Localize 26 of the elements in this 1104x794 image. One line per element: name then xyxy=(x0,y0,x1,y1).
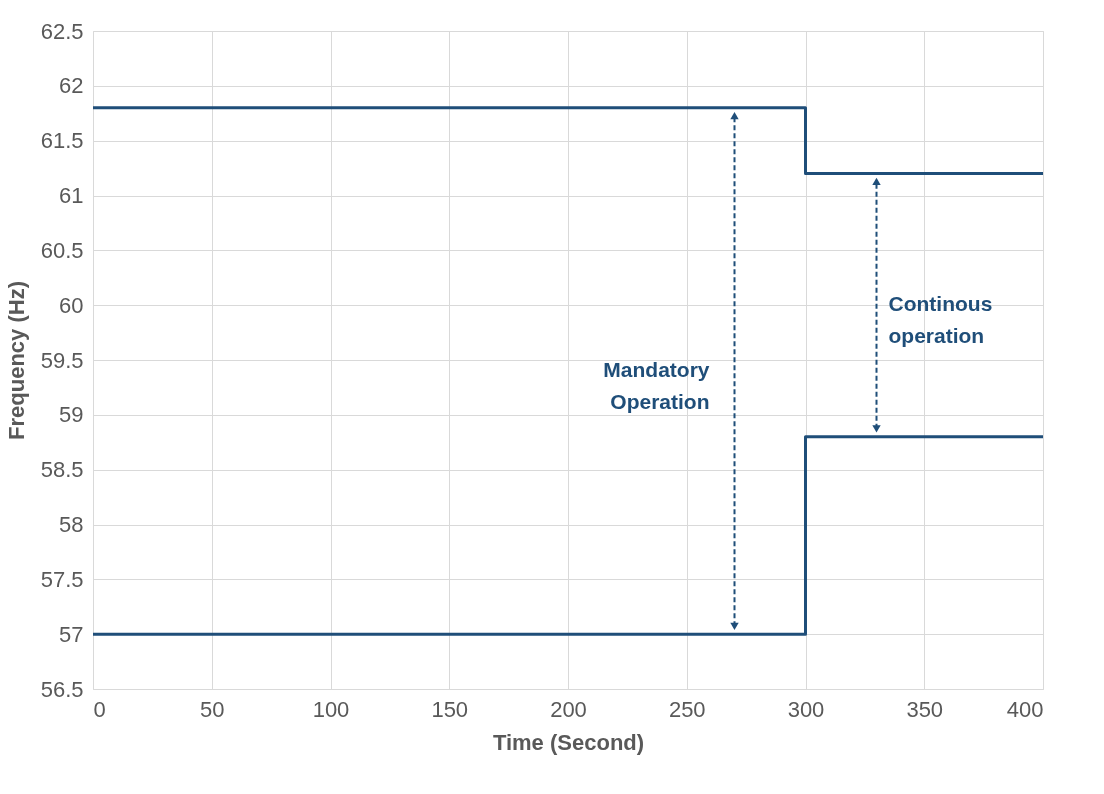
y-tick-label: 59.5 xyxy=(40,347,84,373)
y-tick-label: 57 xyxy=(59,621,84,647)
x-tick-label: 0 xyxy=(93,696,106,722)
y-tick-label: 61.5 xyxy=(40,128,84,154)
annotation: Mandatory Operation xyxy=(603,357,710,413)
x-tick-label: 300 xyxy=(787,696,825,722)
y-tick-label: 57.5 xyxy=(40,566,84,592)
x-tick-label: 350 xyxy=(906,696,944,722)
y-tick-label: 59 xyxy=(59,402,84,428)
x-tick-label: 200 xyxy=(550,696,587,722)
y-tick-label: 60 xyxy=(59,292,84,318)
x-tick-label: 150 xyxy=(431,696,469,722)
x-axis-title: Time (Second) xyxy=(492,729,645,755)
x-tick-label: 100 xyxy=(312,696,350,722)
annotation: Continous operation xyxy=(888,292,993,348)
y-tick-label: 62.5 xyxy=(40,18,84,44)
y-tick-label: 61 xyxy=(59,183,84,208)
y-axis-title: Frequency (Hz) xyxy=(3,281,29,440)
x-tick-label: 50 xyxy=(200,696,225,722)
y-tick-label: 60.5 xyxy=(40,237,84,263)
y-tick-label: 58.5 xyxy=(40,457,84,483)
x-tick-label: 250 xyxy=(668,696,706,722)
x-tick-label: 400 xyxy=(1006,696,1044,722)
y-tick-label: 62 xyxy=(59,73,84,99)
y-tick-label: 56.5 xyxy=(40,676,84,702)
y-tick-label: 58 xyxy=(59,512,84,537)
